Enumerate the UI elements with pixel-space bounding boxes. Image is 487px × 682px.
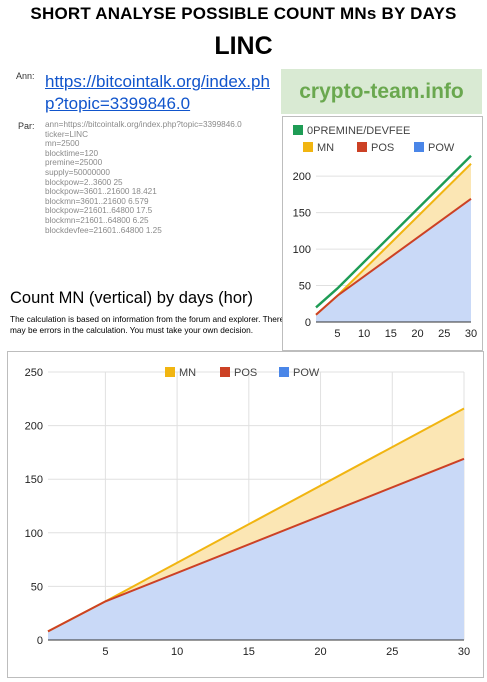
par-line: blockmn=3601..21600 6.579 [45, 196, 149, 206]
ann-link[interactable]: https://bitcointalk.org/index.php?topic=… [45, 72, 270, 113]
legend-label: MN [317, 142, 334, 154]
y-tick-label: 50 [299, 281, 311, 293]
x-tick-label: 5 [334, 328, 340, 340]
y-tick-label: 150 [293, 208, 311, 220]
par-line: premine=25000 [45, 158, 103, 168]
legend-swatch [279, 367, 289, 377]
legend-swatch [303, 142, 313, 152]
par-line: blockdevfee=21601..64800 1.25 [45, 225, 162, 235]
legend-swatch [414, 142, 424, 152]
legend-label: POS [234, 367, 257, 379]
par-line: mn=2500 [45, 139, 80, 149]
par-line: blockpow=21601..64800 17.5 [45, 206, 153, 216]
x-tick-label: 10 [171, 646, 183, 658]
y-tick-label: 100 [25, 528, 43, 540]
chart-heading: Count MN (vertical) by days (hor) [10, 289, 253, 307]
par-line: blockpow=2..3600 25 [45, 177, 123, 187]
small-chart-panel: 0 50 100 150 200 5 10 15 20 25 30 0PREMINE/DEVFEE MN… [282, 116, 483, 351]
legend-label: POW [293, 367, 320, 379]
coin-ticker-title: LINC [214, 32, 273, 60]
y-tick-label: 200 [25, 421, 43, 433]
y-tick-label: 150 [25, 474, 43, 486]
legend-swatch [293, 125, 303, 135]
par-line: blockpow=3601..21600 18.421 [45, 187, 157, 197]
big-area-chart: 0 50 100 150 200 250 5 10 15 20 25 30 MN POS POW [25, 367, 470, 658]
disclaimer-text: The calculation is based on information … [10, 314, 285, 335]
x-tick-label: 25 [386, 646, 398, 658]
pos-line [315, 197, 472, 316]
y-tick-label: 100 [293, 244, 311, 256]
y-tick-label: 200 [293, 171, 311, 183]
legend-label: POW [428, 142, 455, 154]
par-line: blockmn=21601..64800 6.25 [45, 215, 149, 225]
y-tick-label: 50 [31, 581, 43, 593]
x-tick-label: 15 [385, 328, 397, 340]
y-tick-label: 0 [37, 635, 43, 647]
small-area-chart: 0 50 100 150 200 5 10 15 20 25 30 0PREMINE/DEVFEE MN… [293, 125, 477, 340]
legend-swatch [165, 367, 175, 377]
brand-banner[interactable]: crypto-team.info [281, 69, 482, 114]
legend-label: 0PREMINE/DEVFEE [307, 125, 410, 137]
par-line: blocktime=120 [45, 148, 99, 158]
premine-line [315, 154, 472, 309]
page-title: SHORT ANALYSE POSSIBLE COUNT MNs BY DAYS [30, 4, 457, 23]
legend-swatch [220, 367, 230, 377]
par-label: Par: [18, 121, 35, 131]
par-list: ann=https://bitcointalk.org/index.php?to… [45, 120, 242, 235]
legend-label: POS [371, 142, 394, 154]
y-tick-label: 0 [305, 317, 311, 329]
x-tick-label: 30 [465, 328, 477, 340]
y-tick-label: 250 [25, 367, 43, 379]
x-tick-label: 5 [102, 646, 108, 658]
pos-line [47, 457, 465, 633]
big-chart-panel: 0 50 100 150 200 250 5 10 15 20 25 30 MN POS POW [7, 351, 484, 678]
x-tick-label: 20 [411, 328, 423, 340]
par-line: ticker=LINC [45, 129, 88, 139]
pow-area [48, 458, 464, 640]
legend-swatch [357, 142, 367, 152]
x-tick-label: 25 [438, 328, 450, 340]
pow-area [316, 198, 471, 322]
x-tick-label: 15 [243, 646, 255, 658]
x-tick-label: 30 [458, 646, 470, 658]
par-line: supply=50000000 [45, 167, 110, 177]
par-line: ann=https://bitcointalk.org/index.php?to… [45, 120, 242, 129]
ann-label: Ann: [16, 71, 35, 81]
x-tick-label: 10 [358, 328, 370, 340]
x-tick-label: 20 [314, 646, 326, 658]
legend-label: MN [179, 367, 196, 379]
